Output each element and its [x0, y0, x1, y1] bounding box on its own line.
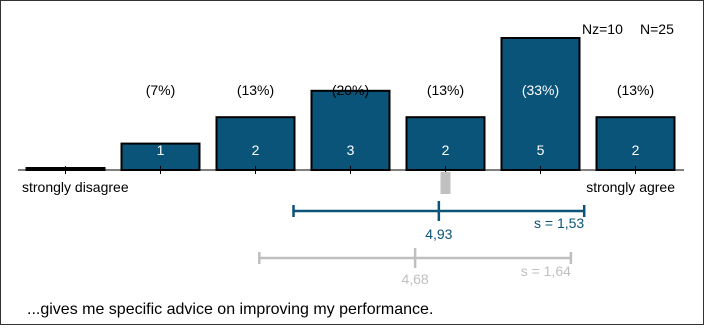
- question-text: ...gives me specific advice on improving…: [27, 301, 433, 318]
- bar-percent-label-7: (13%): [617, 82, 654, 98]
- bar-percent-label-2: (7%): [146, 82, 176, 98]
- stats-layer: 4,93 s = 1,53 4,68 s = 1,64: [258, 201, 586, 287]
- nz-label: Nz=10: [582, 21, 623, 37]
- bars-layer: 1 (7%) 2 (13%) 3 (20%) 2 (13%) 5 (33%) 2 (13%): [25, 37, 676, 172]
- ticks-layer: [65, 166, 636, 194]
- bar-percent-label-4: (20%): [332, 82, 369, 98]
- bar-value-label-2: 1: [157, 142, 165, 158]
- bar-value-label-4: 3: [347, 142, 355, 158]
- bar-4: [310, 89, 391, 171]
- bar-value-label-3: 2: [252, 142, 260, 158]
- n-label: N=25: [640, 21, 674, 37]
- bar-2: [120, 142, 201, 172]
- bar-percent-label-6: (33%): [522, 82, 559, 98]
- sd-label-2: s = 1,64: [521, 263, 571, 279]
- bar-value-label-5: 2: [442, 142, 450, 158]
- bar-percent-label-3: (13%): [237, 82, 274, 98]
- category-label-right: strongly agree: [586, 179, 675, 195]
- mean-label-1: 4,93: [425, 226, 452, 242]
- category-label-left: strongly disagree: [22, 179, 129, 195]
- median-marker: [440, 172, 451, 194]
- bar-5: [405, 116, 486, 171]
- bar-3: [215, 116, 296, 171]
- bar-value-label-6: 5: [537, 142, 545, 158]
- bar-value-label-7: 2: [632, 142, 640, 158]
- bar-percent-label-5: (13%): [427, 82, 464, 98]
- mean-label-2: 4,68: [401, 271, 428, 287]
- sd-label-1: s = 1,53: [534, 215, 584, 231]
